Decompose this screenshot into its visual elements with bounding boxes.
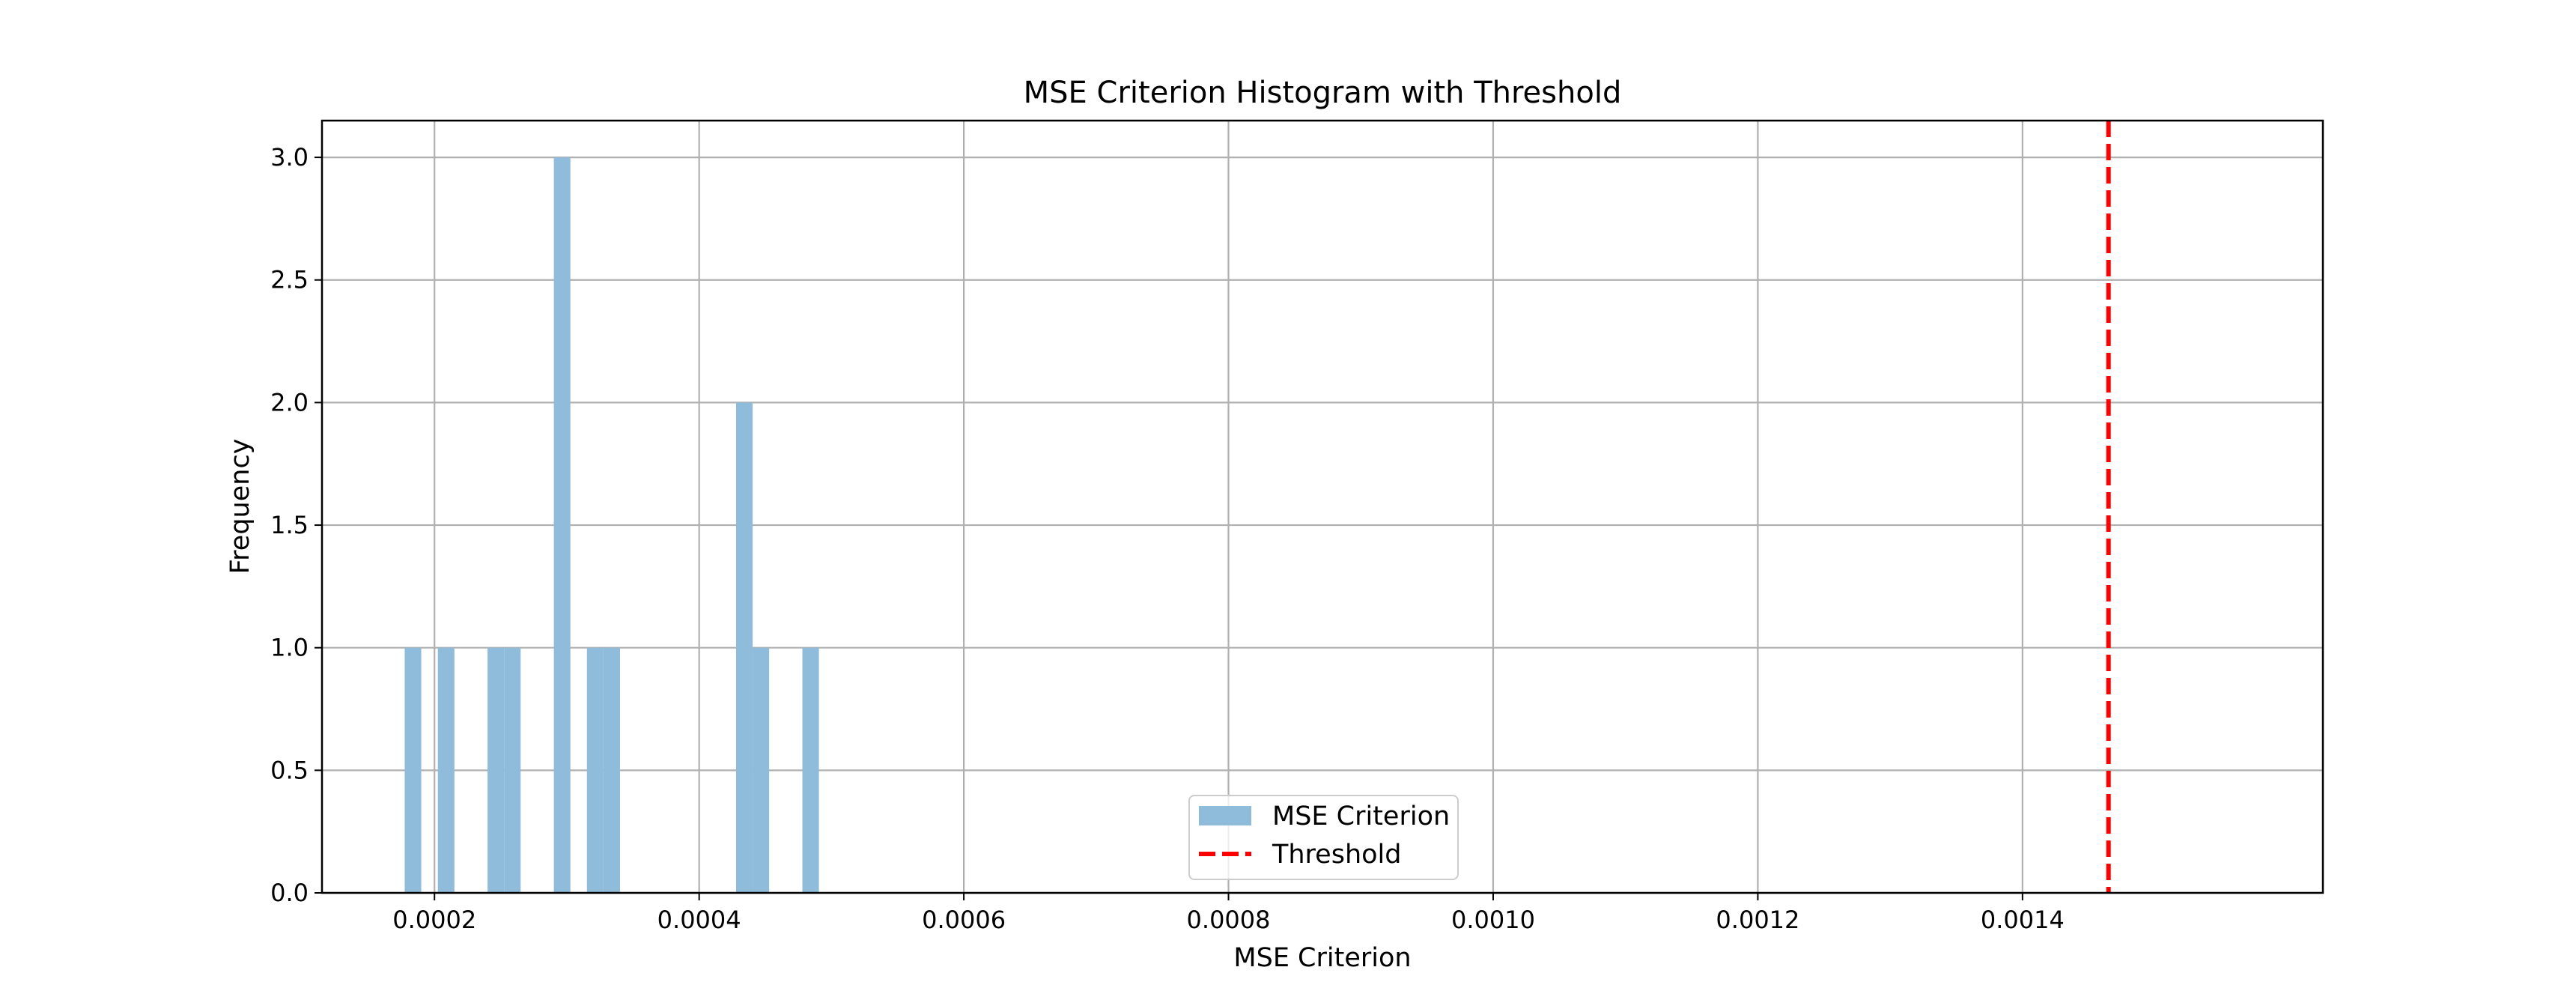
histogram-bar bbox=[603, 647, 620, 893]
y-tick-label: 1.5 bbox=[270, 511, 309, 539]
chart-title: MSE Criterion Histogram with Threshold bbox=[1024, 76, 1622, 110]
x-tick-label: 0.0014 bbox=[1981, 906, 2065, 934]
histogram-bar bbox=[504, 647, 521, 893]
x-tick-label: 0.0010 bbox=[1451, 906, 1535, 934]
histogram-bar bbox=[735, 402, 753, 893]
x-tick-label: 0.0012 bbox=[1716, 906, 1799, 934]
x-tick-label: 0.0002 bbox=[392, 906, 476, 934]
x-axis-label: MSE Criterion bbox=[1233, 943, 1411, 973]
histogram-bars bbox=[404, 157, 819, 894]
legend-box bbox=[1188, 795, 1459, 880]
y-tick-label: 2.5 bbox=[270, 266, 309, 294]
histogram-bar bbox=[487, 647, 505, 893]
y-tick-label: 0.5 bbox=[270, 756, 309, 784]
x-tick-label: 0.0004 bbox=[657, 906, 741, 934]
x-tick-label: 0.0008 bbox=[1187, 906, 1271, 934]
histogram-bar bbox=[553, 157, 571, 894]
y-tick-label: 0.0 bbox=[270, 879, 309, 907]
y-tick-label: 2.0 bbox=[270, 388, 309, 416]
histogram-bar bbox=[437, 647, 455, 893]
y-axis-label: Frequency bbox=[225, 439, 255, 575]
legend: MSE Criterion Threshold bbox=[1188, 795, 1459, 880]
histogram-bar bbox=[586, 647, 604, 893]
y-axis-ticks: 0.0 0.5 1.0 1.5 2.0 2.5 3.0 bbox=[270, 143, 322, 907]
histogram-bar bbox=[802, 647, 819, 893]
y-tick-label: 1.0 bbox=[270, 634, 309, 662]
legend-label-mse-criterion: MSE Criterion bbox=[1272, 801, 1450, 831]
plot-frame bbox=[321, 119, 2324, 894]
y-tick-label: 3.0 bbox=[270, 143, 309, 172]
legend-label-threshold: Threshold bbox=[1272, 840, 1402, 870]
histogram-bar bbox=[753, 647, 770, 893]
legend-swatch-mse-criterion bbox=[1199, 806, 1251, 825]
x-axis-ticks: 0.0002 0.0004 0.0006 0.0008 0.0010 0.0012 0.00… bbox=[392, 893, 2065, 934]
histogram-bar bbox=[404, 647, 422, 893]
x-tick-label: 0.0006 bbox=[922, 906, 1006, 934]
